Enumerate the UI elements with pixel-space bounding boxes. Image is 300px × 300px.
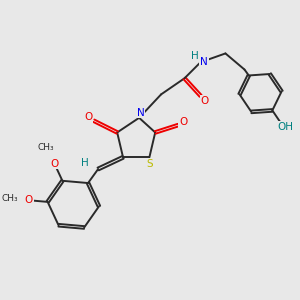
Text: O: O — [179, 117, 188, 127]
Text: O: O — [50, 159, 58, 169]
Text: S: S — [147, 159, 153, 169]
Text: O: O — [25, 195, 33, 205]
Text: O: O — [201, 96, 209, 106]
Text: N: N — [137, 107, 145, 118]
Text: CH₃: CH₃ — [2, 194, 18, 203]
Text: CH₃: CH₃ — [37, 143, 54, 152]
Text: OH: OH — [277, 122, 293, 132]
Text: H: H — [191, 51, 199, 61]
Text: O: O — [84, 112, 93, 122]
Text: H: H — [81, 158, 89, 168]
Text: N: N — [200, 57, 208, 67]
